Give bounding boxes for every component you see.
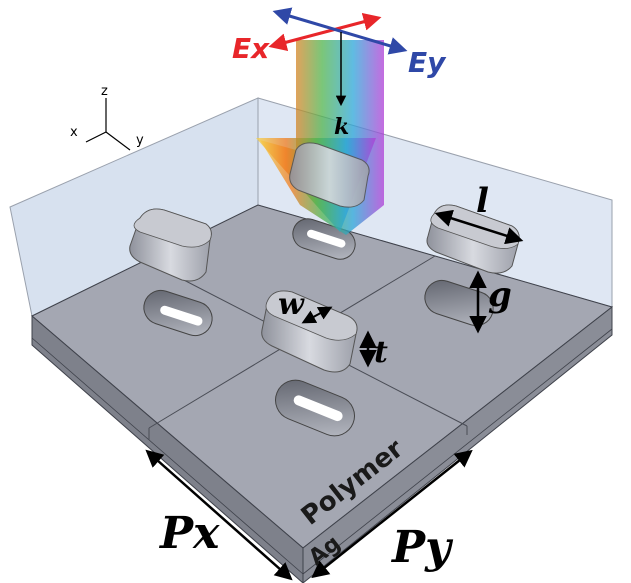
w-dimension-arrow (301, 306, 333, 324)
k-label: k (334, 114, 349, 140)
l-dimension-arrow (434, 209, 524, 245)
nanobar-back-left (129, 208, 212, 282)
ex-label: Ex (232, 32, 270, 65)
axis-label-y: y (136, 133, 144, 148)
axis-label-z: z (101, 84, 108, 99)
py-label: Py (390, 522, 454, 573)
t-label: t (374, 335, 388, 370)
slot-hole-left (143, 289, 213, 337)
ey-label: Ey (408, 46, 447, 79)
ey-polarization-arrow (272, 7, 408, 55)
nanobar-under-beam (289, 142, 370, 208)
axis-label-x: x (70, 125, 78, 140)
slot-hole-front (275, 379, 355, 437)
w-label: w (278, 287, 305, 322)
px-dimension-arrow (145, 449, 293, 581)
py-dimension-arrow (311, 449, 473, 579)
px-label: Px (158, 508, 220, 559)
coordinate-axes: z x y (70, 84, 144, 151)
l-label: l (476, 181, 489, 221)
g-label: g (488, 275, 512, 315)
